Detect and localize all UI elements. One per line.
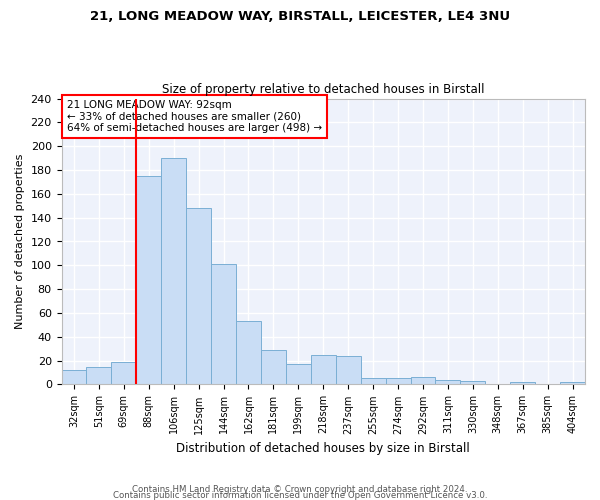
Bar xyxy=(436,380,460,384)
Y-axis label: Number of detached properties: Number of detached properties xyxy=(15,154,25,329)
Bar xyxy=(311,354,336,384)
Bar xyxy=(261,350,286,384)
Bar xyxy=(560,382,585,384)
Bar xyxy=(286,364,311,384)
Bar xyxy=(112,362,136,384)
Bar xyxy=(336,356,361,384)
Bar xyxy=(361,378,386,384)
Bar xyxy=(136,176,161,384)
Bar xyxy=(460,381,485,384)
Bar xyxy=(86,366,112,384)
Text: Contains HM Land Registry data © Crown copyright and database right 2024.: Contains HM Land Registry data © Crown c… xyxy=(132,484,468,494)
Bar xyxy=(186,208,211,384)
Bar xyxy=(211,264,236,384)
Bar xyxy=(236,322,261,384)
Bar xyxy=(62,370,86,384)
Title: Size of property relative to detached houses in Birstall: Size of property relative to detached ho… xyxy=(162,83,485,96)
Text: 21, LONG MEADOW WAY, BIRSTALL, LEICESTER, LE4 3NU: 21, LONG MEADOW WAY, BIRSTALL, LEICESTER… xyxy=(90,10,510,23)
Bar xyxy=(510,382,535,384)
Text: 21 LONG MEADOW WAY: 92sqm
← 33% of detached houses are smaller (260)
64% of semi: 21 LONG MEADOW WAY: 92sqm ← 33% of detac… xyxy=(67,100,322,133)
Bar xyxy=(161,158,186,384)
Text: Contains public sector information licensed under the Open Government Licence v3: Contains public sector information licen… xyxy=(113,490,487,500)
Bar xyxy=(410,378,436,384)
X-axis label: Distribution of detached houses by size in Birstall: Distribution of detached houses by size … xyxy=(176,442,470,455)
Bar xyxy=(386,378,410,384)
